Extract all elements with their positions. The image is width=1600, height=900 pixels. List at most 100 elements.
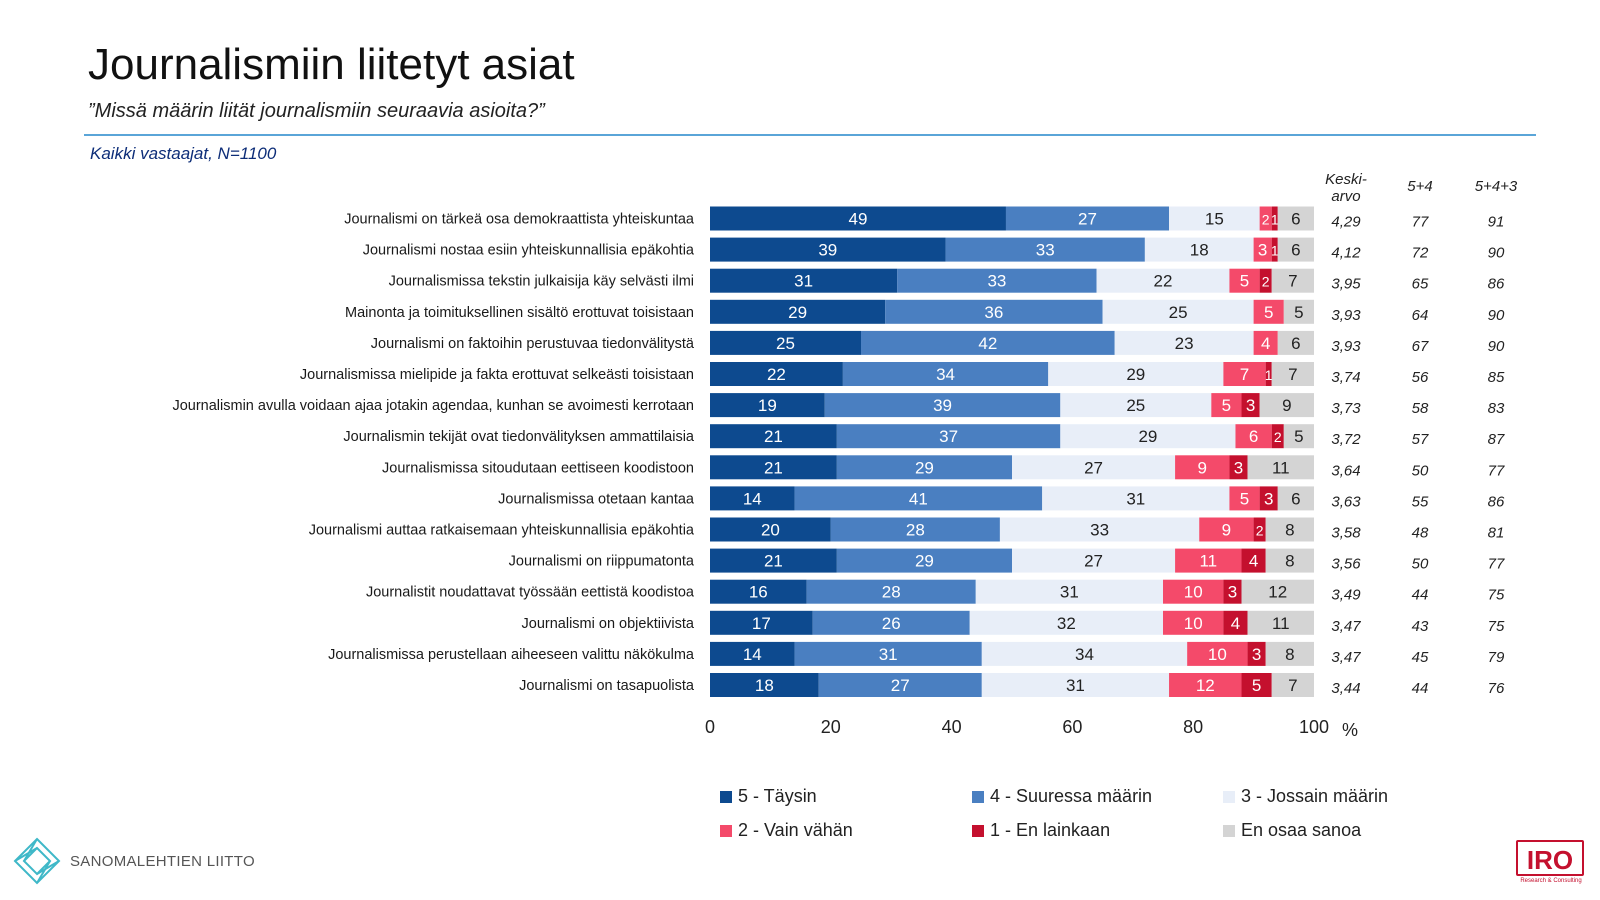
sum543-value: 75	[1488, 618, 1505, 635]
bar-value-label: 29	[1138, 427, 1157, 446]
bar-value-label: 41	[909, 489, 928, 508]
legend-label: 5 - Täysin	[738, 786, 817, 806]
bar-segment	[710, 579, 807, 604]
bar-segment	[1271, 206, 1278, 231]
mean-value: 3,58	[1331, 525, 1361, 542]
bar-segment	[999, 517, 1200, 542]
bar-segment	[1277, 237, 1314, 262]
bar-value-label: 21	[764, 552, 783, 571]
bar-value-label: 11	[1272, 458, 1290, 477]
bar-value-label: 5	[1264, 303, 1273, 322]
mean-value: 3,56	[1331, 556, 1361, 573]
bar-value-label: 27	[1078, 210, 1097, 229]
mean-value: 4,12	[1331, 245, 1361, 262]
bar-segment	[1163, 579, 1224, 604]
sum54-column-header: 5+4	[1407, 178, 1432, 195]
bar-segment	[1241, 673, 1272, 697]
bar-value-label: 7	[1288, 365, 1297, 384]
category-label: Mainonta ja toimituksellinen sisältö ero…	[345, 305, 694, 321]
bar-value-label: 11	[1199, 552, 1217, 571]
category-label: Journalismi on tasapuolista	[519, 678, 695, 694]
bar-segment	[1223, 362, 1266, 386]
category-label: Journalismissa mielipide ja fakta erottu…	[300, 367, 694, 383]
bar-value-label: 27	[1084, 458, 1103, 477]
bar-value-label: 7	[1288, 272, 1297, 291]
bar-segment	[1253, 330, 1278, 355]
bar-segment	[1277, 330, 1314, 355]
respondent-base: Kaikki vastaajat, N=1100	[90, 144, 277, 163]
bar-segment	[710, 455, 837, 480]
bar-value-label: 14	[743, 645, 762, 664]
bar-segment	[1060, 393, 1212, 418]
mean-value: 3,95	[1331, 276, 1361, 293]
bar-segment	[1102, 299, 1254, 324]
x-axis-unit: %	[1342, 720, 1358, 740]
category-label: Journalismi on faktoihin perustuvaa tied…	[371, 336, 695, 352]
sum54-value: 50	[1412, 462, 1429, 479]
bar-value-label: 27	[1084, 552, 1103, 571]
x-tick-label: 20	[821, 717, 841, 737]
iro-logo: IRO Research & Consulting	[1516, 840, 1586, 890]
bar-segment	[710, 548, 837, 573]
bar-value-label: 9	[1222, 521, 1231, 540]
bar-value-label: 5	[1240, 489, 1249, 508]
bar-value-label: 3	[1228, 583, 1237, 602]
bar-value-label: 32	[1057, 614, 1076, 633]
bar-segment	[1199, 517, 1254, 542]
bar-segment	[1169, 673, 1242, 697]
bar-segment	[1265, 548, 1314, 573]
bar-value-label: 27	[891, 676, 910, 695]
bar-value-label: 7	[1240, 365, 1249, 384]
mean-value: 3,72	[1331, 431, 1361, 448]
sum54-value: 64	[1412, 307, 1429, 324]
bar-segment	[1259, 486, 1278, 511]
bar-value-label: 15	[1205, 210, 1224, 229]
bar-value-label: 42	[978, 334, 997, 353]
bar-segment	[885, 299, 1103, 324]
bar-segment	[1253, 237, 1272, 262]
sum54-value: 57	[1412, 431, 1429, 448]
bar-segment	[830, 517, 1000, 542]
bar-value-label: 37	[939, 427, 958, 446]
category-label: Journalismi on objektiivista	[522, 616, 695, 632]
legend-label: 2 - Vain vähän	[738, 820, 853, 840]
bar-value-label: 28	[882, 583, 901, 602]
bar-segment	[1060, 424, 1236, 449]
bar-segment	[710, 610, 813, 635]
bar-segment	[969, 610, 1163, 635]
bar-segment	[1259, 393, 1314, 418]
bar-value-label: 7	[1288, 676, 1297, 695]
mean-value: 3,49	[1331, 587, 1361, 604]
bar-value-label: 29	[1126, 365, 1145, 384]
sum54-value: 58	[1412, 400, 1429, 417]
bar-segment	[1271, 237, 1278, 262]
chart-legend: 5 - Täysin 4 - Suuressa määrin 3 - Jossain…	[720, 786, 1420, 856]
category-label: Journalismi nostaa esiin yhteiskunnallis…	[363, 243, 695, 259]
bar-segment	[710, 486, 795, 511]
bar-value-label: 49	[849, 210, 868, 229]
legend-swatch	[972, 824, 984, 837]
bar-segment	[1259, 206, 1272, 231]
bar-segment	[710, 362, 843, 386]
diamond-logo-icon	[13, 837, 61, 885]
bar-value-label: 18	[755, 676, 774, 695]
legend-item: 2 - Vain vähän	[720, 820, 853, 841]
bar-segment	[794, 486, 1043, 511]
bar-value-label: 5	[1222, 396, 1231, 415]
sum54-value: 72	[1412, 245, 1429, 262]
stacked-bar-chart: Keski- arvo 5+4 5+4+3 Journalismi on tär…	[172, 171, 1517, 740]
sum543-value: 86	[1488, 493, 1505, 510]
bar-segment	[710, 330, 861, 355]
bar-value-label: 36	[984, 303, 1003, 322]
sum543-value: 77	[1488, 462, 1505, 479]
bar-value-label: 33	[1036, 241, 1055, 260]
bar-value-label: 29	[915, 552, 934, 571]
sum54-value: 50	[1412, 556, 1429, 573]
bar-segment	[1271, 268, 1314, 293]
mean-value: 3,93	[1331, 338, 1361, 355]
sum543-value: 90	[1488, 245, 1505, 262]
legend-item: 3 - Jossain määrin	[1223, 786, 1388, 807]
bar-value-label: 21	[764, 458, 783, 477]
bar-value-label: 39	[818, 241, 837, 260]
x-tick-label: 60	[1062, 717, 1082, 737]
